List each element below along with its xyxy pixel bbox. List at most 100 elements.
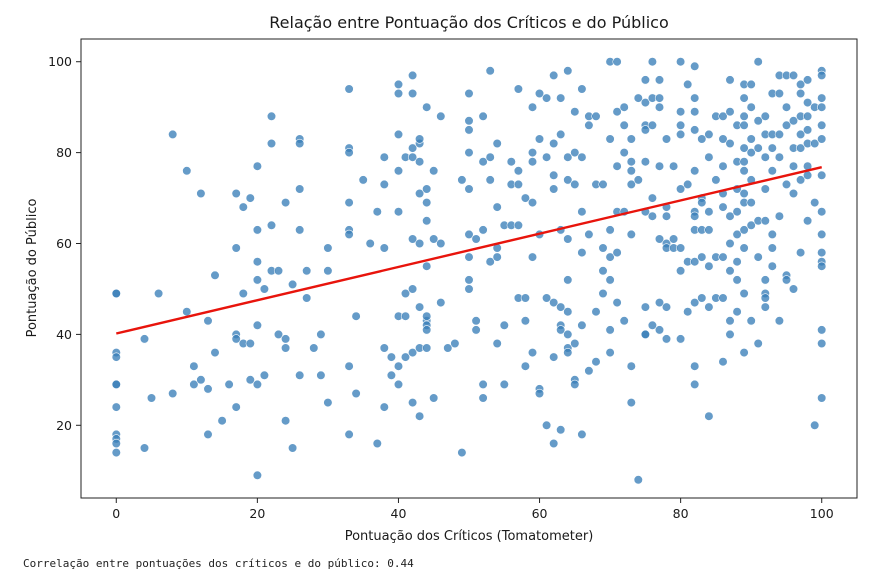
scatter-point	[111, 352, 121, 362]
scatter-point	[563, 275, 573, 285]
scatter-point	[415, 411, 425, 421]
scatter-point	[252, 470, 262, 480]
scatter-point	[739, 93, 749, 103]
scatter-point	[344, 198, 354, 208]
scatter-point	[259, 284, 270, 294]
scatter-point	[598, 288, 608, 299]
scatter-point	[732, 229, 742, 239]
scatter-point	[718, 111, 728, 121]
scatter-point	[273, 266, 284, 276]
scatter-point	[464, 252, 474, 262]
scatter-point	[739, 143, 749, 153]
scatter-point	[168, 129, 178, 139]
scatter-point	[577, 152, 587, 162]
scatter-point	[605, 348, 615, 358]
scatter-point	[760, 152, 770, 162]
scatter-point	[379, 343, 389, 353]
scatter-point	[781, 275, 792, 285]
scatter-point	[478, 393, 488, 403]
scatter-point	[231, 243, 241, 253]
scatter-point	[746, 134, 756, 144]
scatter-point	[471, 316, 481, 326]
scatter-point	[471, 325, 481, 335]
scatter-point	[139, 334, 150, 344]
scatter-point	[732, 257, 742, 267]
scatter-point	[295, 184, 305, 194]
x-tick-label: 20	[249, 506, 265, 521]
scatter-point	[323, 266, 333, 276]
scatter-point	[295, 370, 305, 380]
scatter-point	[238, 202, 248, 212]
scatter-point	[612, 107, 622, 117]
scatter-point	[774, 211, 785, 221]
y-tick-label: 60	[56, 236, 72, 251]
scatter-point	[725, 266, 735, 276]
scatter-point	[626, 361, 636, 371]
scatter-point	[393, 379, 404, 390]
scatter-point	[570, 107, 580, 117]
scatter-point	[661, 211, 672, 221]
scatter-point	[492, 252, 502, 262]
scatter-point	[316, 329, 326, 340]
scatter-point	[753, 338, 763, 349]
scatter-point	[725, 211, 735, 221]
scatter-point	[760, 302, 770, 312]
scatter-point	[718, 293, 728, 303]
scatter-point	[704, 225, 714, 235]
scatter-point	[281, 198, 291, 208]
scatter-point	[549, 184, 559, 194]
scatter-point	[690, 257, 700, 267]
scatter-point	[422, 325, 432, 335]
scatter-point	[767, 229, 777, 239]
scatter-point	[281, 416, 291, 426]
scatter-point	[654, 102, 665, 112]
scatter-point	[661, 334, 672, 344]
scatter-point	[739, 225, 749, 235]
scatter-point	[654, 93, 665, 103]
scatter-point	[746, 79, 756, 89]
scatter-point	[675, 243, 686, 253]
y-tick-label: 80	[56, 145, 72, 160]
scatter-point	[527, 102, 538, 112]
scatter-point	[690, 61, 700, 71]
scatter-point	[457, 175, 467, 185]
scatter-point	[379, 402, 389, 412]
scatter-point	[817, 229, 827, 239]
scatter-point	[344, 229, 354, 239]
scatter-point	[259, 370, 270, 380]
scatter-point	[704, 261, 714, 271]
scatter-point	[633, 475, 643, 485]
scatter-point	[224, 379, 234, 390]
scatter-point	[690, 107, 700, 117]
x-tick-label: 100	[810, 506, 834, 521]
scatter-point	[415, 157, 425, 167]
scatter-point	[598, 266, 608, 276]
scatter-point	[111, 448, 121, 458]
scatter-point	[640, 157, 651, 167]
scatter-point	[788, 70, 799, 80]
scatter-point	[661, 302, 672, 312]
scatter-point	[647, 120, 658, 130]
scatter-point	[252, 257, 262, 267]
scatter-point	[478, 379, 488, 390]
scatter-point	[252, 275, 262, 285]
scatter-point	[746, 102, 756, 112]
scatter-point	[675, 266, 686, 276]
scatter-point	[577, 207, 587, 217]
scatter-point	[429, 166, 439, 176]
scatter-point	[436, 238, 446, 249]
scatter-point	[563, 66, 573, 76]
scatter-point	[647, 57, 658, 67]
scatter-point	[725, 75, 735, 85]
scatter-point	[647, 193, 658, 203]
scatter-point	[189, 361, 199, 371]
scatter-point	[817, 70, 827, 80]
scatter-point	[464, 184, 474, 194]
scatter-point	[365, 238, 375, 249]
scatter-point	[626, 134, 636, 144]
scatter-point	[323, 398, 333, 408]
scatter-point	[605, 275, 615, 285]
scatter-point	[619, 102, 629, 112]
scatter-point	[683, 79, 693, 89]
scatter-point	[654, 234, 665, 244]
